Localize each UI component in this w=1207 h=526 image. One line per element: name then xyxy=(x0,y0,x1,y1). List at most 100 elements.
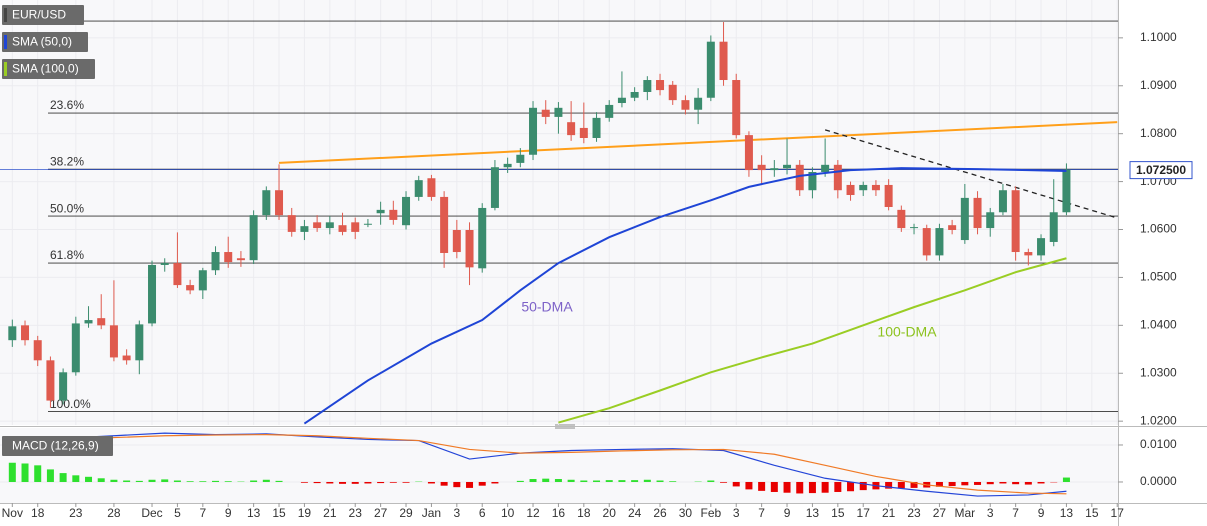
candle-body xyxy=(21,325,30,341)
x-tick-label: 16 xyxy=(552,506,566,520)
candle-body xyxy=(732,80,741,136)
candle-body xyxy=(922,228,931,256)
candle-body xyxy=(1024,252,1033,256)
x-tick-label: 15 xyxy=(272,506,286,520)
x-tick-label: Feb xyxy=(700,506,721,520)
last-price-box xyxy=(1129,161,1193,180)
candle-body xyxy=(97,318,106,326)
histogram-bar xyxy=(808,481,816,494)
candle-body xyxy=(656,80,665,91)
candle-body xyxy=(554,107,563,117)
fib-label: 100.0% xyxy=(50,397,91,411)
fib-label: 38.2% xyxy=(50,154,84,168)
histogram-bar xyxy=(402,481,410,483)
histogram-bar xyxy=(1012,481,1020,485)
candle-body xyxy=(529,107,538,155)
histogram-bar xyxy=(161,479,169,482)
candle-body xyxy=(986,212,995,229)
candle-body xyxy=(859,184,868,191)
main-plot: 0.0%23.6%38.2%50.0%61.8%100.0%50-DMA100-… xyxy=(0,0,1118,425)
y-tick-label: 1.0400 xyxy=(1140,318,1177,332)
histogram-bar xyxy=(250,480,258,482)
candle-body xyxy=(300,226,309,232)
x-tick-label: 3 xyxy=(733,506,740,520)
x-tick-label: 3 xyxy=(453,506,460,520)
candle-body xyxy=(287,215,296,232)
candle-body xyxy=(84,320,93,324)
histogram-bar xyxy=(440,481,448,486)
macd-panel xyxy=(0,428,1118,503)
candle-body xyxy=(897,209,906,229)
candle-body xyxy=(211,252,220,271)
histogram-bar xyxy=(199,481,207,482)
histogram-bar xyxy=(85,476,93,482)
last-price-label: 1.072500 xyxy=(1136,163,1186,177)
histogram-bar xyxy=(770,481,778,492)
histogram-bar xyxy=(935,481,943,487)
histogram-bar xyxy=(758,481,766,491)
fib-label: 50.0% xyxy=(50,201,84,215)
candle-body xyxy=(719,41,728,81)
y-tick-label: 1.0600 xyxy=(1140,222,1177,236)
x-tick-label: 18 xyxy=(31,506,45,520)
y-tick-label: 1.0200 xyxy=(1140,413,1177,427)
annotation: 50-DMA xyxy=(521,299,573,315)
candle-body xyxy=(808,172,817,191)
histogram-bar xyxy=(212,480,220,482)
histogram-bar xyxy=(999,481,1007,484)
x-tick-label: 13 xyxy=(1060,506,1074,520)
candle-body xyxy=(643,80,652,92)
histogram-bar xyxy=(974,481,982,485)
histogram-bar xyxy=(300,481,308,483)
candle-body xyxy=(770,168,779,171)
histogram-bar xyxy=(148,479,156,482)
legend-swatch xyxy=(4,8,7,22)
x-tick-label: 27 xyxy=(374,506,388,520)
candle-body xyxy=(338,225,347,232)
legend-swatch xyxy=(4,62,7,76)
histogram-bar xyxy=(961,481,969,486)
candle-body xyxy=(884,184,893,207)
candle-body xyxy=(960,197,969,241)
histogram-bar xyxy=(110,479,118,482)
candle-body xyxy=(427,178,436,197)
candle-body xyxy=(249,215,258,261)
histogram-bar xyxy=(186,481,194,482)
y-tick-label: 0.0000 xyxy=(1140,474,1177,488)
candle-body xyxy=(567,122,576,136)
candle-body xyxy=(262,190,271,216)
candle-body xyxy=(351,222,360,232)
candle-body xyxy=(1062,169,1071,213)
histogram-bar xyxy=(618,480,626,482)
histogram-bar xyxy=(123,480,131,482)
candle-body xyxy=(948,225,957,230)
histogram-bar xyxy=(732,481,740,487)
histogram-bar xyxy=(59,473,67,482)
x-tick-label: Nov xyxy=(2,506,23,520)
x-tick-label: Jan xyxy=(422,506,441,520)
candle-body xyxy=(313,222,322,229)
annotation: 100-DMA xyxy=(877,324,937,340)
candle-body xyxy=(148,264,157,324)
histogram-bar xyxy=(224,481,232,482)
candle-body xyxy=(236,258,245,261)
histogram-bar xyxy=(783,481,791,493)
histogram-bar xyxy=(796,481,804,494)
x-tick-label: 15 xyxy=(831,506,845,520)
histogram-bar xyxy=(986,481,994,485)
candle-body xyxy=(325,222,334,229)
x-tick-label: 21 xyxy=(323,506,337,520)
histogram-bar xyxy=(580,480,588,482)
candle-body xyxy=(465,229,474,268)
histogram-bar xyxy=(351,481,359,484)
main-panel xyxy=(0,0,1118,425)
candle-body xyxy=(275,190,284,216)
candle-body xyxy=(1049,212,1058,242)
candle-body xyxy=(706,41,715,98)
x-tick-label: Mar xyxy=(954,506,975,520)
histogram-bar xyxy=(46,469,54,482)
candle-body xyxy=(59,372,68,401)
histogram-bar xyxy=(491,481,499,484)
histogram-bar xyxy=(656,480,664,482)
